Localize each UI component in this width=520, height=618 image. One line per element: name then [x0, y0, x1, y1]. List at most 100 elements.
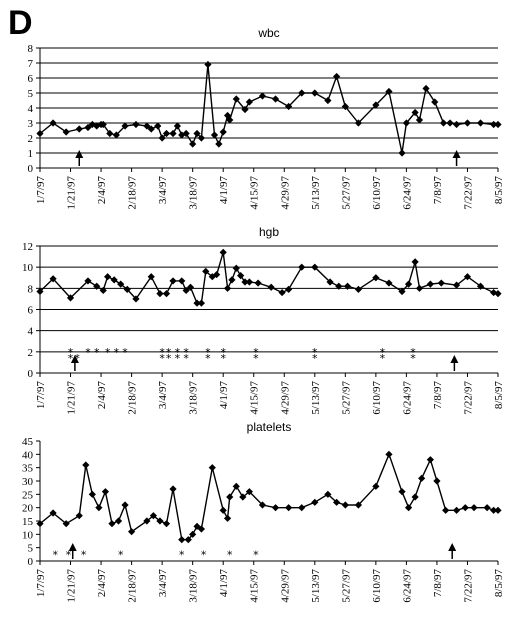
x-tick-label: 7/22/97	[462, 381, 474, 415]
x-tick-label: 4/1/97	[218, 569, 230, 598]
x-tick-label: 3/18/97	[188, 381, 200, 415]
x-tick-label: 3/4/97	[157, 569, 169, 598]
data-point	[245, 488, 253, 496]
y-tick-label: 0	[28, 556, 34, 568]
data-point	[215, 140, 223, 148]
x-tick-label: 6/24/97	[401, 381, 413, 415]
data-point	[101, 488, 110, 496]
x-tick-label: 3/18/97	[188, 569, 200, 603]
data-point	[189, 140, 197, 148]
data-point	[311, 89, 319, 97]
x-tick-label: 5/13/97	[310, 176, 322, 210]
x-tick-label: 2/18/97	[127, 176, 139, 210]
data-point	[204, 60, 212, 69]
data-point	[162, 129, 171, 138]
data-point	[49, 509, 57, 517]
arrow-marker-head	[448, 543, 457, 551]
x-tick-label: 4/1/97	[218, 176, 230, 205]
y-tick-label: 5	[28, 88, 34, 100]
data-point	[476, 119, 485, 127]
star-marker: *	[105, 346, 111, 359]
x-tick-label: 5/13/97	[310, 569, 322, 603]
data-point	[426, 456, 434, 464]
y-tick-label: 10	[22, 529, 34, 541]
x-tick-label: 4/15/97	[249, 381, 261, 415]
data-point	[156, 517, 164, 525]
data-point	[193, 522, 201, 530]
data-point	[66, 294, 75, 302]
data-point	[223, 111, 232, 120]
data-point	[123, 285, 131, 293]
star-marker: *	[114, 346, 120, 359]
data-point	[239, 493, 247, 501]
y-tick-label: 12	[22, 241, 33, 253]
data-point	[385, 87, 393, 96]
data-point	[372, 482, 380, 490]
data-point	[182, 286, 190, 295]
star-marker: *	[312, 352, 318, 365]
data-point	[88, 490, 96, 498]
data-point	[285, 285, 293, 293]
data-point	[285, 102, 293, 111]
y-tick-label: 4	[28, 326, 34, 338]
x-tick-label: 2/18/97	[127, 381, 139, 415]
data-point	[82, 461, 90, 469]
data-point	[431, 98, 439, 106]
data-point	[278, 288, 286, 297]
data-point	[108, 520, 116, 528]
data-point	[36, 287, 44, 296]
data-point	[398, 287, 406, 296]
data-point	[333, 498, 341, 506]
data-point	[298, 504, 306, 512]
series-line	[39, 452, 498, 541]
data-point	[219, 248, 227, 256]
chart-hgb: hgb 0 2 4 6 8 10 12 1/7/97 1/21/97 2/4/97 2/18/97 3/…	[22, 225, 505, 415]
star-marker: *	[68, 352, 74, 365]
data-point	[494, 120, 502, 129]
data-point	[143, 517, 151, 525]
data-point	[415, 284, 424, 292]
data-point	[385, 279, 393, 287]
data-point	[324, 490, 332, 498]
data-point	[372, 101, 380, 109]
data-point	[442, 506, 450, 514]
data-point	[411, 493, 419, 501]
x-tick-label: 4/29/97	[279, 176, 291, 210]
data-point	[343, 282, 352, 290]
star-marker: *	[205, 346, 211, 359]
data-point	[106, 129, 114, 138]
data-point	[84, 277, 92, 285]
y-tick-label: 15	[22, 516, 34, 528]
x-tick-label: 4/15/97	[249, 176, 261, 210]
arrow-marker-head	[452, 150, 461, 158]
x-tick-label: 5/27/97	[340, 569, 352, 603]
data-point	[298, 89, 306, 97]
data-point	[36, 129, 44, 138]
series-line	[39, 64, 498, 154]
data-point	[158, 134, 166, 142]
x-tick-label: 6/10/97	[371, 569, 383, 603]
data-point	[426, 280, 434, 288]
star-marker: *	[253, 346, 259, 359]
x-tick-label: 5/27/97	[340, 381, 352, 415]
data-point	[298, 263, 306, 271]
star-marker: *	[81, 548, 87, 561]
data-point	[182, 129, 190, 138]
data-point	[197, 299, 205, 307]
star-marker: *	[205, 352, 211, 365]
arrow-marker-head	[70, 355, 79, 363]
data-point	[197, 525, 205, 533]
star-marker: *	[410, 346, 416, 359]
data-point	[223, 514, 232, 522]
x-tick-label: 3/4/97	[157, 176, 169, 205]
data-point	[415, 116, 424, 124]
data-point	[452, 506, 461, 514]
x-tick-label: 3/18/97	[188, 176, 200, 210]
x-tick-label: 2/4/97	[96, 381, 108, 410]
data-point	[258, 92, 267, 100]
y-tick-label: 10	[22, 262, 34, 274]
data-point	[354, 119, 363, 127]
data-point	[433, 477, 441, 485]
